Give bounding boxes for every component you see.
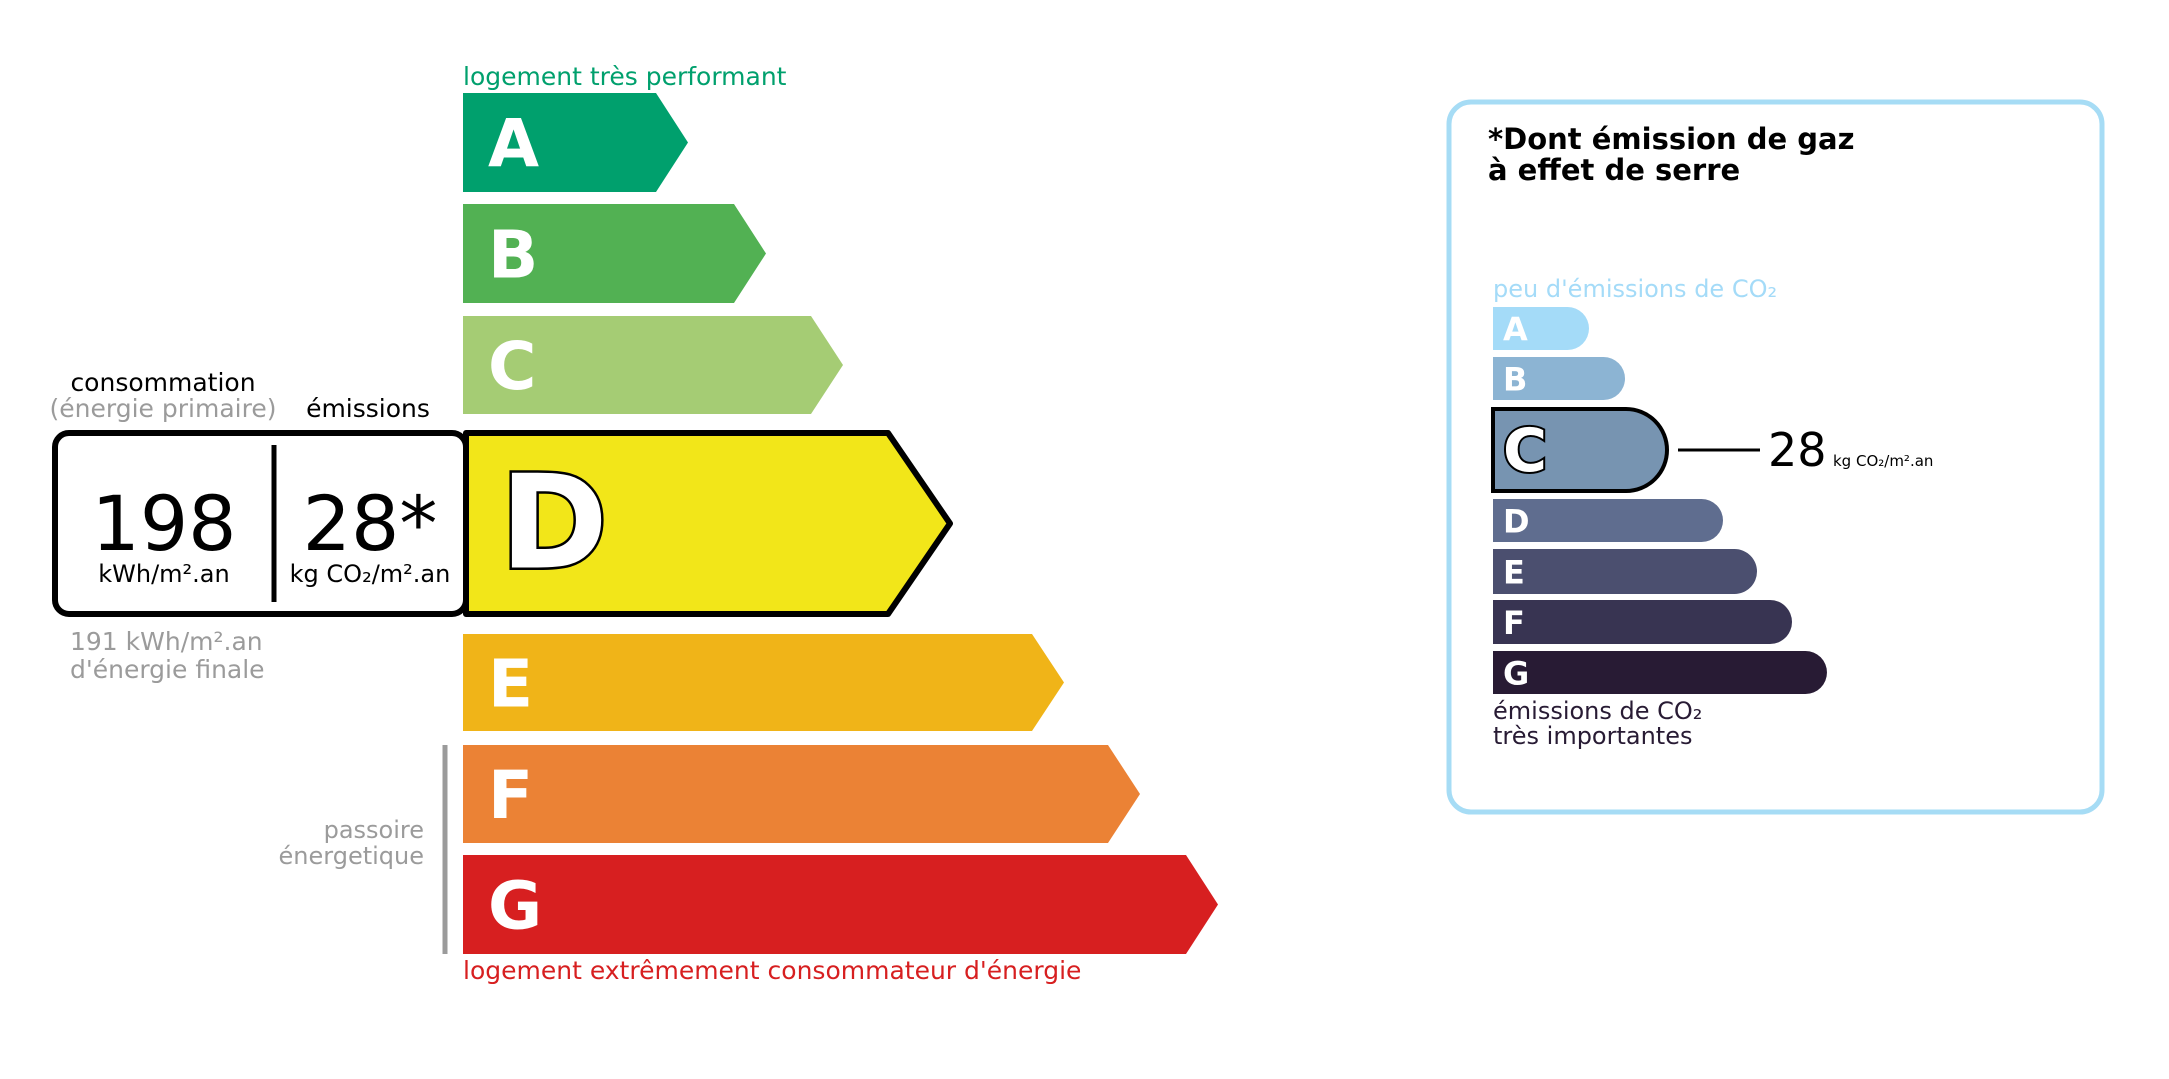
ges-top-label: peu d'émissions de CO₂ <box>1493 275 1777 303</box>
ges-bottom-label-1: émissions de CO₂ <box>1493 697 1702 725</box>
energy-class-letter: D <box>500 447 608 599</box>
ges-letter-G: G <box>1503 655 1529 693</box>
consumption-subheader: (énergie primaire) <box>50 394 277 423</box>
energy-letter-C: C <box>488 328 536 405</box>
final-energy-line2: d'énergie finale <box>70 655 265 684</box>
consumption-unit: kWh/m².an <box>98 560 229 588</box>
energy-top-label: logement très performant <box>463 62 787 91</box>
energy-bottom-label: logement extrêmement consommateur d'éner… <box>463 956 1081 985</box>
ges-letter-A: A <box>1503 311 1528 349</box>
ges-bar-E <box>1493 549 1757 594</box>
ges-bottom-label-2: très importantes <box>1493 722 1693 750</box>
ges-title-line1: *Dont émission de gaz <box>1488 122 1854 156</box>
emissions-value: 28* <box>303 479 438 568</box>
ges-letter-B: B <box>1503 361 1527 399</box>
ges-value: 28 <box>1768 423 1827 477</box>
passoire-label-1: passoire <box>324 816 424 844</box>
energy-letter-B: B <box>488 217 538 294</box>
consumption-header: consommation <box>70 368 255 397</box>
ges-bar-A <box>1493 307 1589 350</box>
current-values-box <box>52 430 469 617</box>
ges-title-line2: à effet de serre <box>1488 153 1740 187</box>
ges-letter-F: F <box>1503 604 1525 642</box>
energy-bar-G <box>463 855 1218 954</box>
energy-bar-F <box>463 745 1140 843</box>
ges-bar-B <box>1493 357 1625 400</box>
ges-letter-D: D <box>1503 503 1530 541</box>
ges-bar-C <box>1491 407 1669 493</box>
energy-bars: ABC EFG <box>463 93 1218 954</box>
energy-bar-B <box>463 204 766 303</box>
energy-letter-A: A <box>488 106 539 183</box>
consumption-value: 198 <box>91 479 236 568</box>
emissions-header: émissions <box>306 394 430 423</box>
energy-letter-E: E <box>488 646 533 723</box>
energy-bar-E <box>463 634 1064 731</box>
ges-bar-G <box>1493 651 1827 694</box>
energy-letter-F: F <box>488 757 533 834</box>
ges-letter-E: E <box>1503 554 1525 592</box>
passoire-label-2: énergetique <box>279 842 424 870</box>
ges-bar-D <box>1493 499 1723 542</box>
energy-bar-C <box>463 316 843 414</box>
energy-letter-G: G <box>488 868 542 945</box>
ges-bar-F <box>1493 600 1792 644</box>
ges-unit: kg CO₂/m².an <box>1833 452 1933 470</box>
ges-letter-C: C <box>1503 416 1547 486</box>
final-energy-line1: 191 kWh/m².an <box>70 627 263 656</box>
energy-bar-A <box>463 93 688 192</box>
emissions-unit: kg CO₂/m².an <box>290 560 451 588</box>
